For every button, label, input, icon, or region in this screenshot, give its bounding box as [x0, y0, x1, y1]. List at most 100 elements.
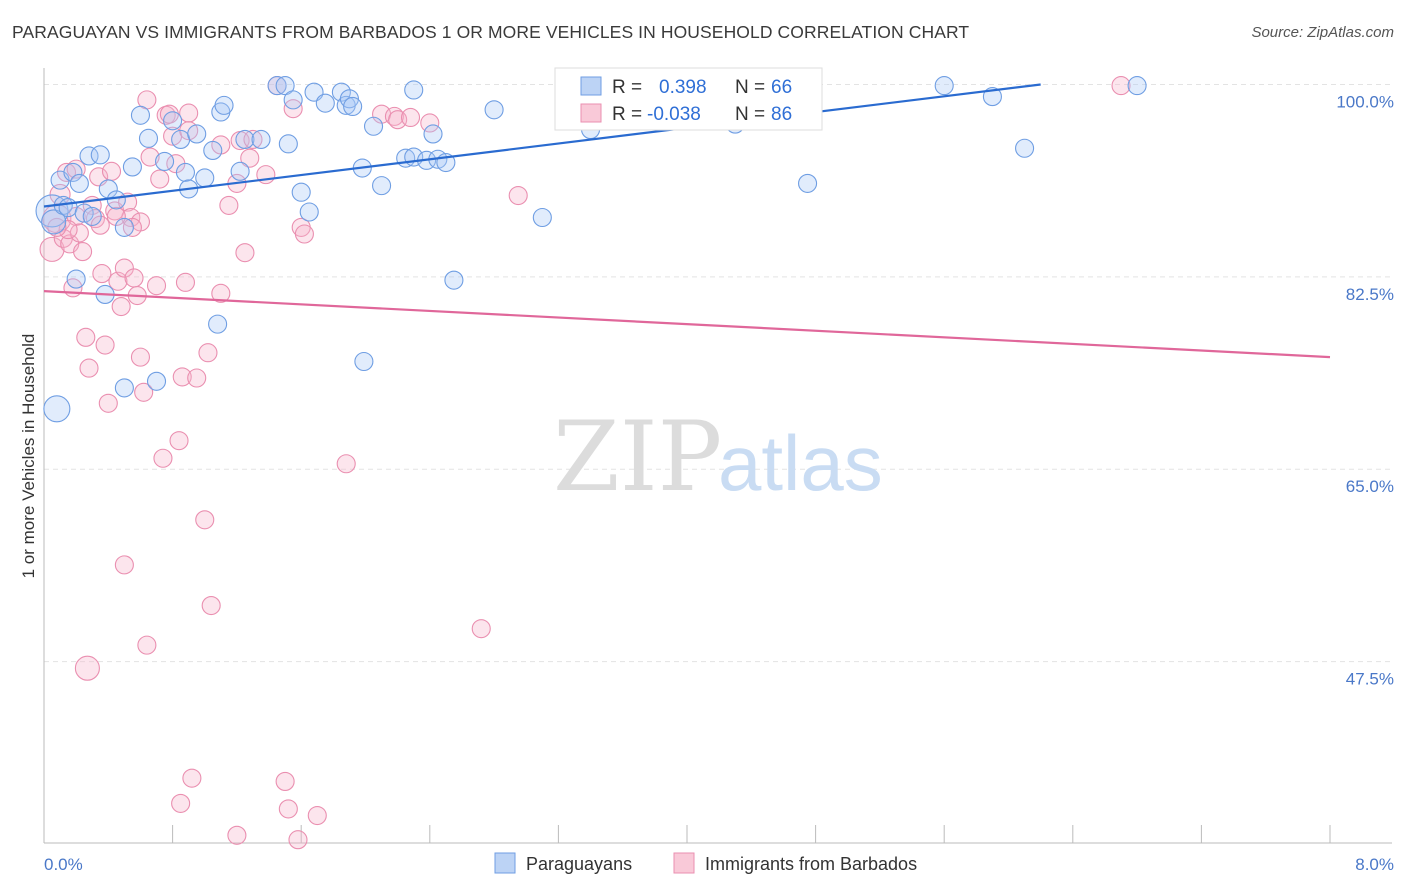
- barbados-point-13: [85, 209, 105, 229]
- barbados-point-57: [278, 799, 298, 819]
- paraguayans-point-63: [934, 76, 954, 96]
- series-legend: Paraguayans Immigrants from Barbados: [494, 852, 917, 874]
- barbados-point-16: [95, 335, 115, 355]
- barbados-point-83: [66, 159, 86, 179]
- paraguayans-point-13: [106, 190, 126, 210]
- paraguayans-point-67: [66, 269, 86, 289]
- barbados-point-82: [47, 217, 67, 237]
- watermark-atlas: atlas: [718, 419, 883, 507]
- barbados-point-45: [198, 343, 218, 363]
- legend-bottom-swatch-pink: [673, 852, 695, 874]
- barbados-point-59: [288, 830, 308, 850]
- paraguayans-point-48: [372, 176, 392, 196]
- paraguayans-point-65: [1015, 138, 1035, 158]
- paraguayans-point-26: [203, 140, 223, 160]
- paraguayans-point-58: [532, 207, 552, 228]
- watermark-zip: ZIP: [553, 401, 722, 513]
- barbados-point-71: [1111, 76, 1131, 96]
- barbados-point-67: [400, 107, 421, 128]
- legend-r-value-1: 0.398: [659, 77, 707, 98]
- barbados-point-38: [169, 431, 189, 451]
- paraguayans-point-30: [230, 161, 250, 181]
- barbados-point-61: [294, 224, 314, 244]
- barbados-point-68: [420, 113, 440, 133]
- legend-bottom-barbados: Immigrants from Barbados: [705, 854, 917, 874]
- paraguayans-point-36: [283, 90, 303, 110]
- barbados-point-84: [122, 217, 142, 237]
- paraguayans-point-29: [214, 95, 234, 115]
- legend-swatch-pink: [580, 103, 602, 123]
- paraguayans-point-37: [291, 182, 311, 202]
- y-tick-label-1: 82.5%: [1346, 285, 1394, 304]
- barbados-point-73: [137, 635, 157, 655]
- paraguayans-point-7: [69, 173, 89, 193]
- paraguayans-point-1: [41, 209, 67, 235]
- barbados-point-0: [39, 236, 65, 262]
- paraguayans-point-40: [315, 93, 335, 113]
- barbados-point-18: [101, 161, 122, 181]
- paraguayans-point-66: [1127, 76, 1147, 96]
- barbados-point-40: [175, 272, 196, 292]
- paraguayans-point-43: [339, 89, 359, 109]
- barbados-point-43: [187, 368, 207, 388]
- paraguayans-point-19: [155, 151, 175, 171]
- correlation-legend: R = 0.398 N = 66 R = -0.038 N = 86: [554, 67, 823, 131]
- barbados-point-30: [140, 147, 160, 167]
- x-tick-label-0: 0.0%: [44, 855, 83, 874]
- barbados-point-11: [79, 358, 99, 378]
- paraguayans-point-15: [122, 157, 142, 177]
- paraguayans-point-5: [58, 198, 78, 218]
- tick-labels: 100.0% 82.5% 65.0% 47.5% 0.0% 8.0%: [44, 92, 1394, 874]
- legend-n-value-1: 66: [771, 77, 792, 98]
- barbados-point-31: [146, 276, 167, 296]
- legend-r-label-2: R =: [612, 104, 642, 125]
- barbados-point-41: [179, 103, 199, 123]
- trend-line-paraguayans: [43, 83, 1041, 208]
- trend-lines: [43, 83, 1331, 359]
- barbados-point-62: [307, 805, 327, 826]
- barbados-point-27: [130, 347, 150, 367]
- paraguayans-point-24: [187, 124, 207, 144]
- legend-swatch-blue: [580, 76, 602, 96]
- barbados-point-80: [106, 206, 126, 226]
- barbados-point-15: [92, 264, 112, 284]
- y-tick-label-0: 100.0%: [1336, 92, 1394, 111]
- paraguayans-point-21: [171, 129, 191, 150]
- legend-n-value-2: 86: [771, 104, 792, 125]
- barbados-point-21: [111, 296, 131, 317]
- barbados-point-52: [240, 148, 260, 168]
- paraguayans-point-18: [146, 371, 167, 391]
- paraguayans-point-31: [235, 129, 255, 150]
- legend-r-label-1: R =: [612, 77, 642, 98]
- paraguayans-point-64: [982, 87, 1002, 107]
- barbados-point-72: [74, 655, 100, 681]
- y-tick-label-3: 47.5%: [1346, 670, 1394, 689]
- barbados-point-28: [134, 382, 154, 402]
- barbados-point-56: [275, 771, 295, 791]
- paraguayans-point-10: [82, 206, 102, 226]
- barbados-point-47: [211, 283, 231, 303]
- y-tick-label-2: 65.0%: [1346, 477, 1394, 496]
- barbados-point-8: [69, 223, 89, 243]
- paraguayans-point-20: [163, 111, 183, 131]
- paraguayans-point-6: [63, 162, 83, 182]
- barbados-point-74: [114, 555, 134, 575]
- paraguayans-point-53: [423, 124, 443, 144]
- paraguayans-point-32: [251, 129, 271, 150]
- legend-r-value-2: -0.038: [647, 104, 701, 125]
- barbados-point-10: [76, 327, 96, 347]
- paraguayans-point-11: [90, 145, 110, 165]
- paraguayans-point-22: [175, 162, 196, 182]
- paraguayans-point-35: [278, 134, 298, 154]
- paraguayans-point-2: [43, 395, 71, 423]
- paraguayans-point-69: [114, 378, 134, 398]
- paraguayans-point-50: [404, 80, 424, 100]
- paraguayans-point-47: [363, 116, 384, 136]
- trend-line-barbados: [43, 290, 1331, 359]
- paraguayans-point-34: [275, 76, 295, 96]
- paraguayans-point-25: [195, 168, 215, 188]
- y-axis-label: 1 or more Vehicles in Household: [19, 334, 38, 579]
- barbados-point-76: [171, 793, 191, 813]
- paraguayans-point-57: [484, 100, 504, 120]
